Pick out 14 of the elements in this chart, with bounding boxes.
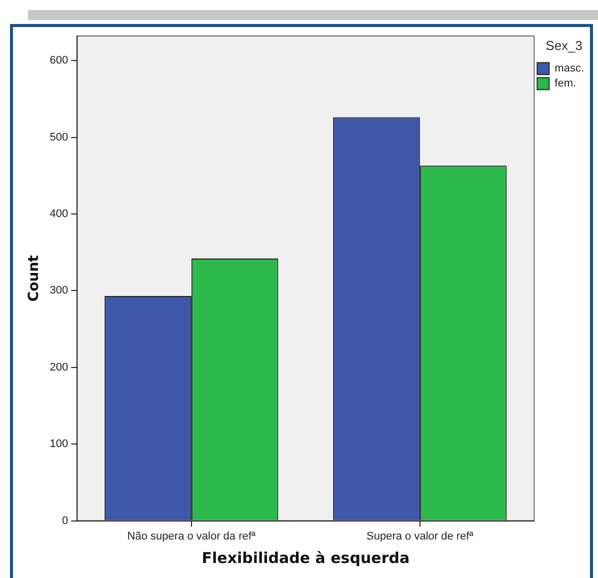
y-tick-label: 300 xyxy=(50,284,68,297)
x-tick-label: Supera o valor de refª xyxy=(366,530,474,542)
y-tick-label: 200 xyxy=(50,361,68,374)
legend-label: fem. xyxy=(554,78,576,90)
y-tick-label: 0 xyxy=(62,514,68,527)
legend-label: masc. xyxy=(554,62,584,75)
y-tick-label: 500 xyxy=(50,131,68,144)
legend-title: Sex_3 xyxy=(546,38,583,54)
y-tick-label: 400 xyxy=(50,208,68,220)
y-tick-label: 100 xyxy=(50,438,68,450)
x-axis-title: Flexibilidade à esquerda xyxy=(202,548,410,567)
x-tick-label: Não supera o valor da refª xyxy=(127,530,256,542)
y-tick-label: 600 xyxy=(50,54,68,67)
y-axis-title: Count xyxy=(26,254,42,302)
